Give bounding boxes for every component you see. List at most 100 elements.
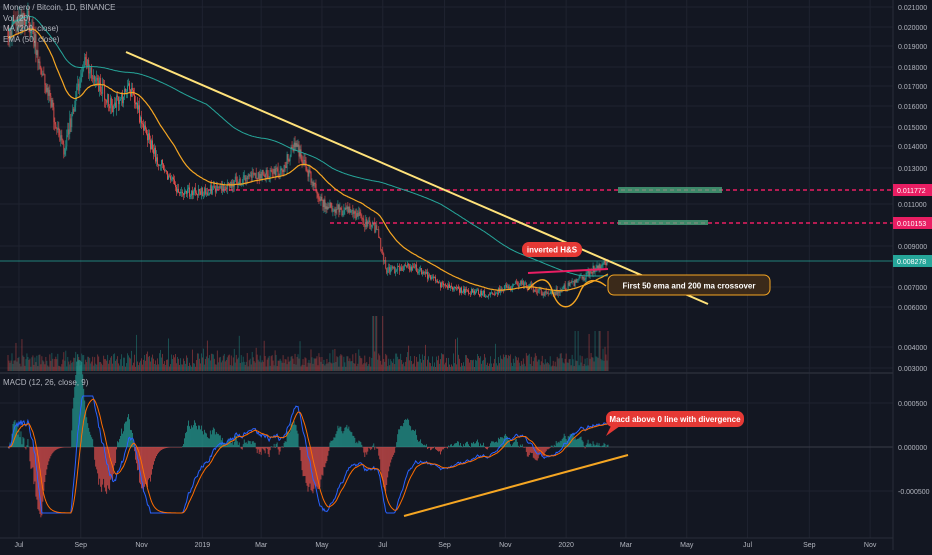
volume-bar [155, 360, 156, 371]
candle-body [570, 282, 571, 285]
macd-histogram-bar [90, 435, 91, 447]
candle-body [259, 172, 260, 179]
macd-histogram-bar [212, 430, 213, 447]
volume-bar [153, 359, 154, 371]
candle-body [605, 261, 606, 263]
candle-body [287, 154, 288, 168]
volume-bar [487, 363, 488, 371]
volume-bar [516, 357, 517, 371]
macd-histogram-bar [381, 447, 382, 477]
candle-body [85, 57, 86, 59]
ema-indicator-label[interactable]: EMA (50, close) [3, 35, 115, 46]
candle-body [69, 118, 70, 134]
candle-body [79, 81, 80, 90]
candle-body [70, 118, 71, 127]
volume-bar [494, 359, 495, 371]
candle-body [459, 289, 460, 293]
volume-bar [573, 359, 574, 371]
macd-indicator-label[interactable]: MACD (12, 26, close, 9) [3, 378, 88, 387]
candle-body [349, 207, 350, 213]
macd-histogram-bar [587, 443, 588, 447]
candle-body [338, 205, 339, 209]
macd-histogram-bar [412, 430, 413, 447]
candle-body [390, 268, 391, 273]
candle-body [530, 284, 531, 285]
volume-bar [313, 364, 314, 371]
macd-histogram-bar [329, 447, 330, 451]
candle-body [374, 223, 375, 232]
volume-indicator-label[interactable]: Vol (20) [3, 14, 115, 25]
macd-histogram-bar [316, 447, 317, 486]
macd-histogram-bar [121, 429, 122, 447]
macd-histogram-bar [486, 447, 487, 449]
macd-histogram-bar [76, 362, 77, 447]
candle-body [335, 209, 336, 212]
candle-body [105, 100, 106, 101]
macd-histogram-bar [243, 444, 244, 447]
macd-histogram-bar [204, 430, 205, 447]
macd-histogram-bar [340, 427, 341, 447]
price-tick-label: 0.018000 [898, 65, 927, 72]
candle-body [221, 186, 222, 190]
volume-bar [299, 359, 300, 371]
candle-body [198, 189, 199, 195]
macd-histogram-bar [499, 439, 500, 447]
volume-bar [298, 354, 299, 371]
volume-bar [548, 363, 549, 371]
candle-body [330, 203, 331, 208]
macd-histogram-bar [575, 438, 576, 447]
candle-body [352, 210, 353, 214]
volume-bar [167, 359, 168, 371]
volume-bar [188, 366, 189, 371]
volume-bar [507, 358, 508, 371]
macd-histogram-bar [60, 447, 61, 448]
candle-body [507, 287, 508, 288]
macd-histogram-bar [422, 444, 423, 447]
volume-bar [32, 357, 33, 371]
symbol-title[interactable]: Monero / Bitcoin, 1D, BINANCE [3, 3, 115, 14]
volume-bar [568, 363, 569, 371]
macd-histogram-bar [421, 443, 422, 447]
volume-bar [209, 355, 210, 371]
candle-body [311, 172, 312, 183]
volume-bar [373, 316, 374, 371]
ma-indicator-label[interactable]: MA (200, close) [3, 24, 115, 35]
candle-body [389, 267, 390, 272]
volume-bar [223, 356, 224, 371]
candle-body [207, 192, 208, 195]
volume-bar [518, 357, 519, 371]
price-tick-label: 0.006000 [898, 305, 927, 312]
candle-body [84, 57, 85, 67]
volume-bar [99, 362, 100, 371]
macd-histogram-bar [495, 442, 496, 447]
volume-bar [61, 364, 62, 371]
volume-bar [46, 361, 47, 371]
target-box-lower[interactable] [618, 220, 708, 225]
macd-histogram-bar [379, 447, 380, 459]
macd-label[interactable]: Macd above 0 line with divergence [609, 415, 741, 424]
price-tick-label: 0.019000 [898, 44, 927, 51]
target-box-upper[interactable] [618, 187, 722, 193]
macd-histogram-bar [252, 441, 253, 447]
candle-body [572, 281, 573, 282]
macd-histogram-bar [554, 445, 555, 447]
candle-body [272, 170, 273, 173]
volume-bar [64, 361, 65, 371]
volume-bar [107, 355, 108, 371]
inverted-hs-label[interactable]: inverted H&S [527, 246, 578, 255]
macd-histogram-bar [238, 445, 239, 447]
volume-bar [116, 359, 117, 371]
macd-histogram-bar [414, 431, 415, 447]
candle-body [497, 293, 498, 294]
candle-body [485, 297, 486, 298]
candle-body [295, 143, 296, 147]
macd-histogram-bar [118, 442, 119, 447]
macd-histogram-bar [341, 431, 342, 447]
crossover-label[interactable]: First 50 ema and 200 ma crossover [623, 282, 756, 291]
macd-histogram-bar [599, 443, 600, 447]
candle-body [210, 185, 211, 193]
candle-body [119, 100, 120, 104]
candle-body [391, 267, 392, 268]
